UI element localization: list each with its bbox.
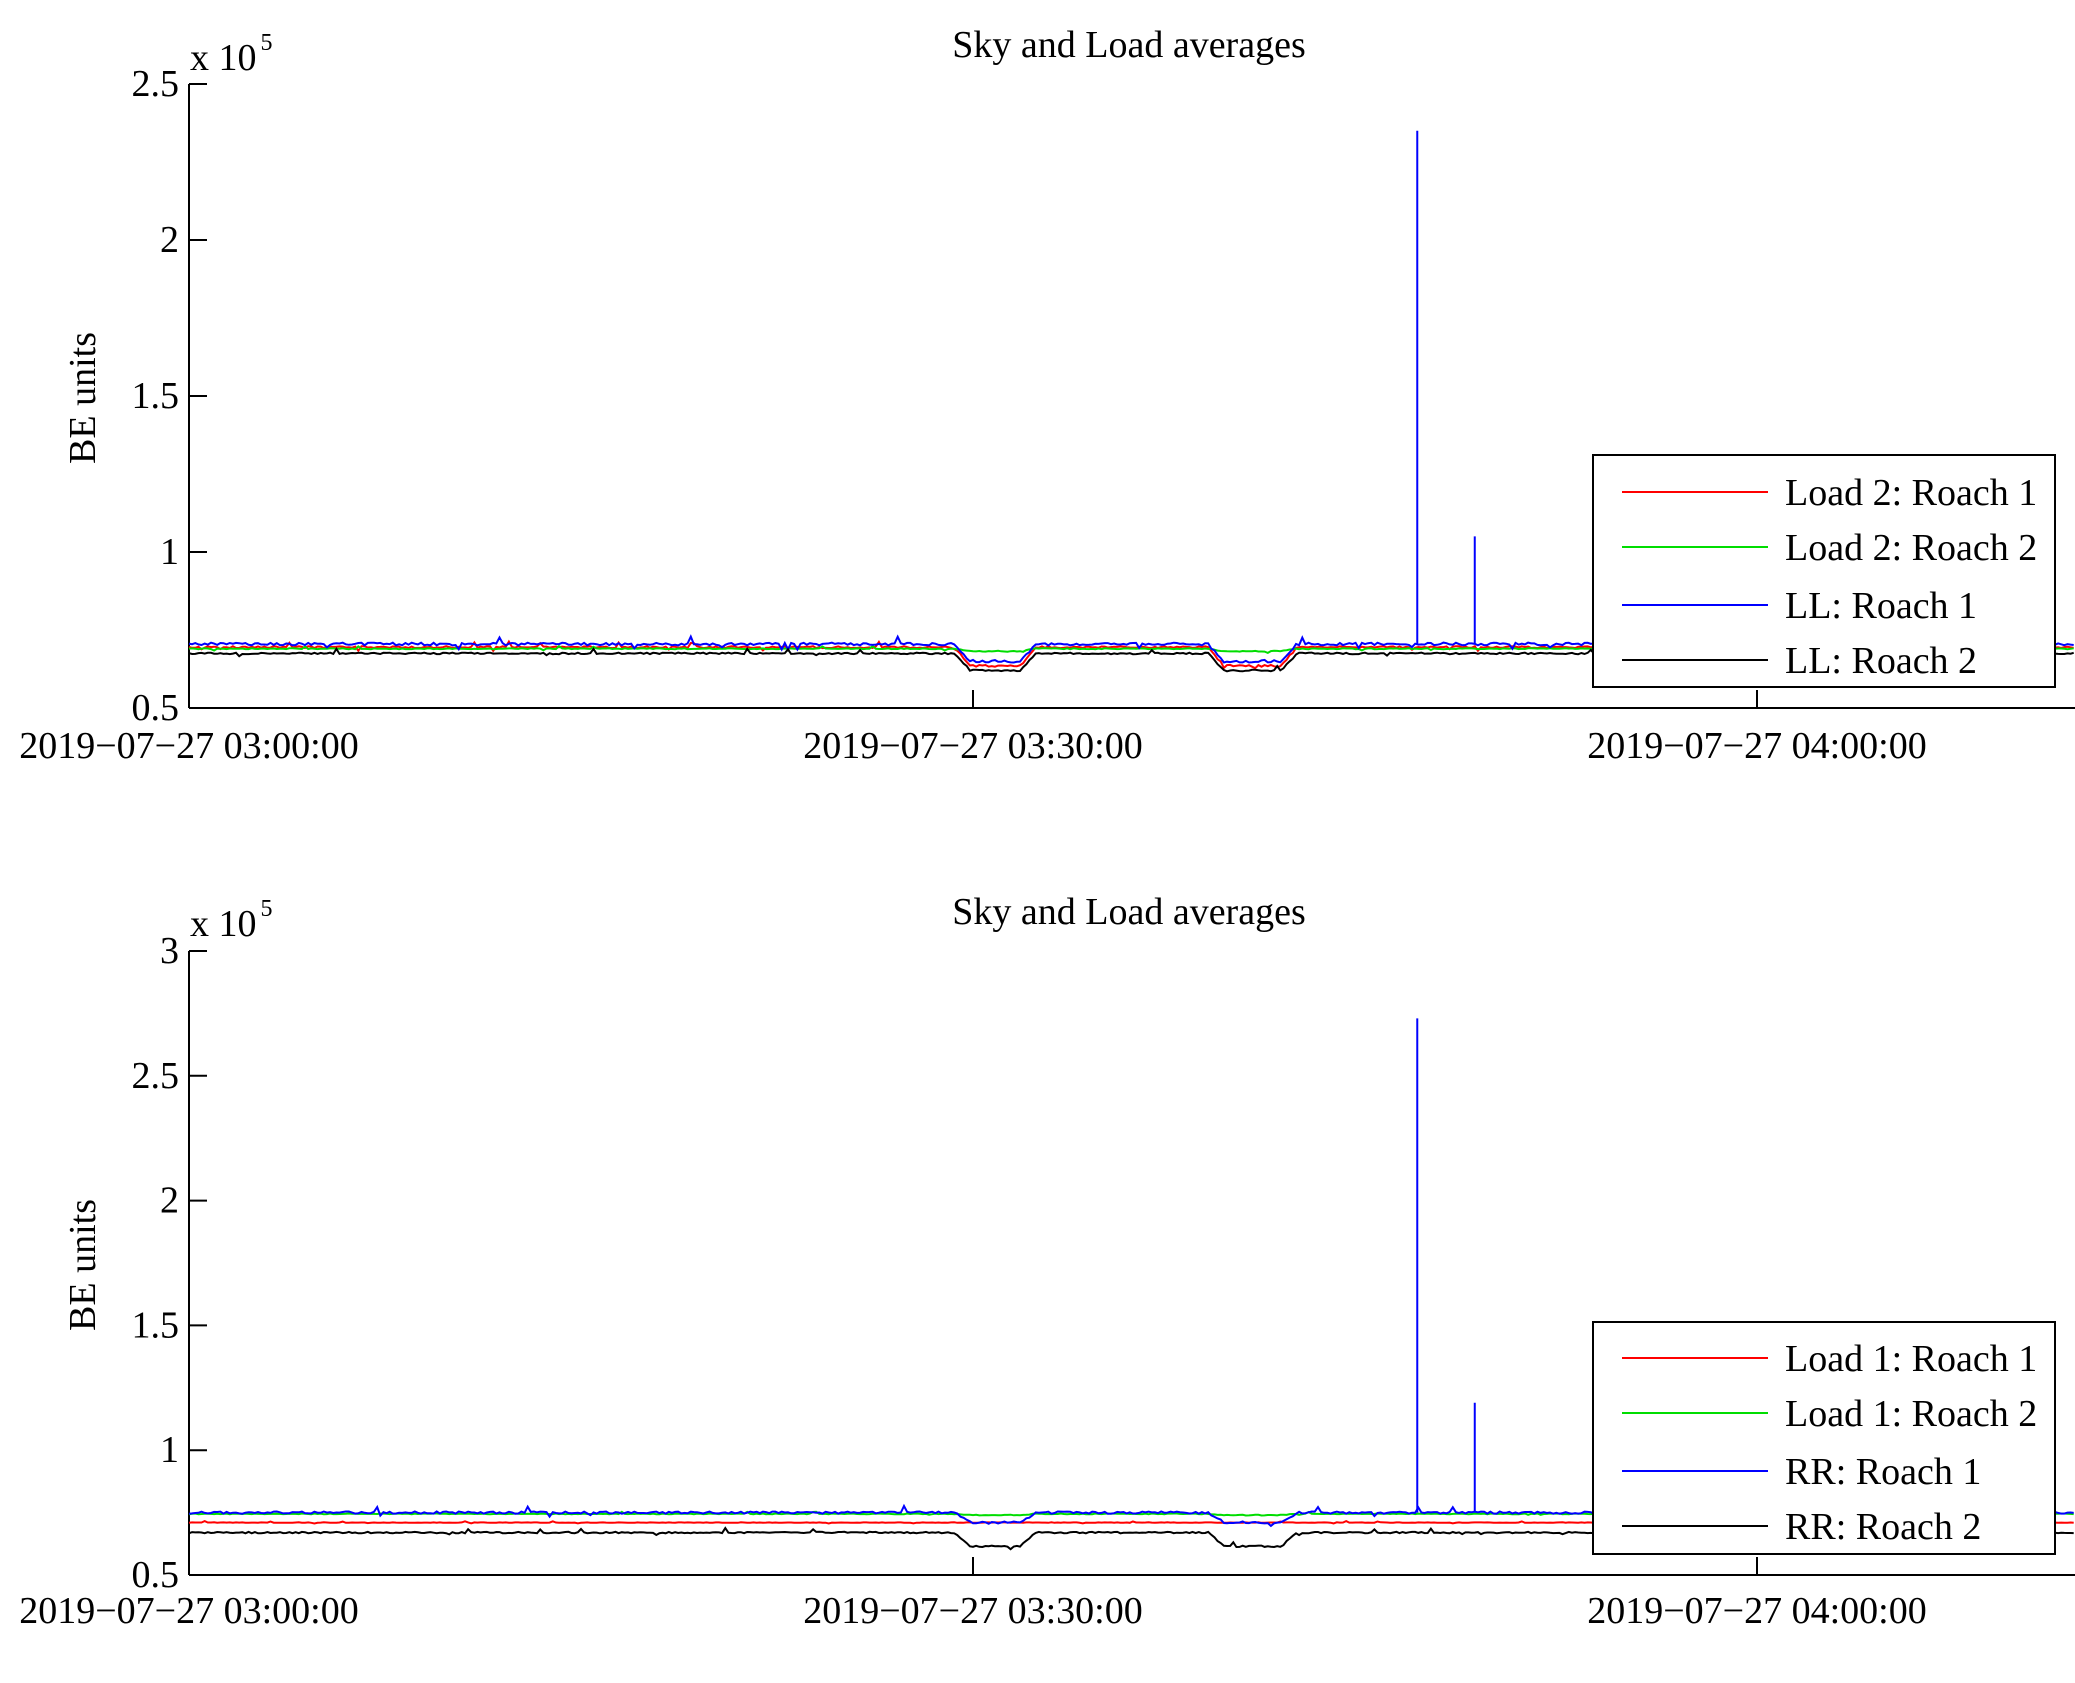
top-y-multiplier-exponent: 5: [261, 30, 273, 56]
y-tick-label: 2: [160, 219, 179, 261]
bottom-legend: Load 1: Roach 1 Load 1: Roach 2 RR: Roach …: [1592, 1321, 2056, 1555]
x-tick-label: 2019−07−27 04:00:00: [1587, 1590, 1926, 1632]
legend-label: LL: Roach 1: [1785, 585, 1977, 627]
bottom-chart-title: Sky and Load averages: [952, 891, 1306, 933]
x-tick-label: 2019−07−27 03:00:00: [19, 725, 358, 767]
bottom-y-multiplier-exponent: 5: [261, 896, 273, 922]
legend-label: Load 2: Roach 2: [1785, 527, 2037, 569]
legend-label: RR: Roach 1: [1785, 1451, 1981, 1493]
top-chart-title: Sky and Load averages: [952, 24, 1306, 66]
y-tick-label: 2.5: [132, 63, 180, 105]
y-tick-label: 1: [160, 531, 179, 573]
x-tick-label: 2019−07−27 03:30:00: [803, 725, 1142, 767]
y-tick-label: 0.5: [132, 1554, 180, 1596]
bottom-chart-panel: Sky and Load averages x 10 5 BE units 0.5…: [19, 891, 2075, 1632]
legend-label: Load 1: Roach 2: [1785, 1393, 2037, 1435]
top-legend: Load 2: Roach 1 Load 2: Roach 2 LL: Roach …: [1592, 454, 2056, 688]
top-axes: 0.5 1 1.5 2 2.5 2019−07−27 03:00:00 2019−07−27…: [19, 63, 2075, 767]
y-tick-label: 2: [160, 1180, 179, 1222]
y-tick-label: 1: [160, 1429, 179, 1471]
legend-label: Load 2: Roach 1: [1785, 472, 2037, 514]
bottom-y-multiplier: x 10 5: [190, 896, 273, 945]
x-tick-label: 2019−07−27 03:00:00: [19, 1590, 358, 1632]
top-chart-panel: Sky and Load averages x 10 5 BE units 0.5…: [19, 24, 2075, 767]
legend-label: LL: Roach 2: [1785, 640, 1977, 682]
bottom-y-axis-label: BE units: [62, 1199, 104, 1331]
legend-label: Load 1: Roach 1: [1785, 1338, 2037, 1380]
bottom-y-multiplier-base: x 10: [190, 903, 257, 945]
x-tick-label: 2019−07−27 03:30:00: [803, 1590, 1142, 1632]
top-y-multiplier: x 10 5: [190, 30, 273, 79]
top-y-axis-label: BE units: [62, 332, 104, 464]
y-tick-label: 1.5: [132, 375, 180, 417]
y-tick-label: 1.5: [132, 1304, 180, 1346]
legend-label: RR: Roach 2: [1785, 1506, 1981, 1548]
bottom-axes: 0.5 1 1.5 2 2.5 3 2019−07−27 03:00:00 2019−07−2…: [19, 930, 2075, 1632]
top-y-multiplier-base: x 10: [190, 37, 257, 79]
legend-box: [1592, 454, 2056, 688]
x-tick-label: 2019−07−27 04:00:00: [1587, 725, 1926, 767]
y-tick-label: 2.5: [132, 1055, 180, 1097]
legend-box: [1592, 1321, 2056, 1555]
y-tick-label: 3: [160, 930, 179, 972]
y-tick-label: 0.5: [132, 687, 180, 729]
